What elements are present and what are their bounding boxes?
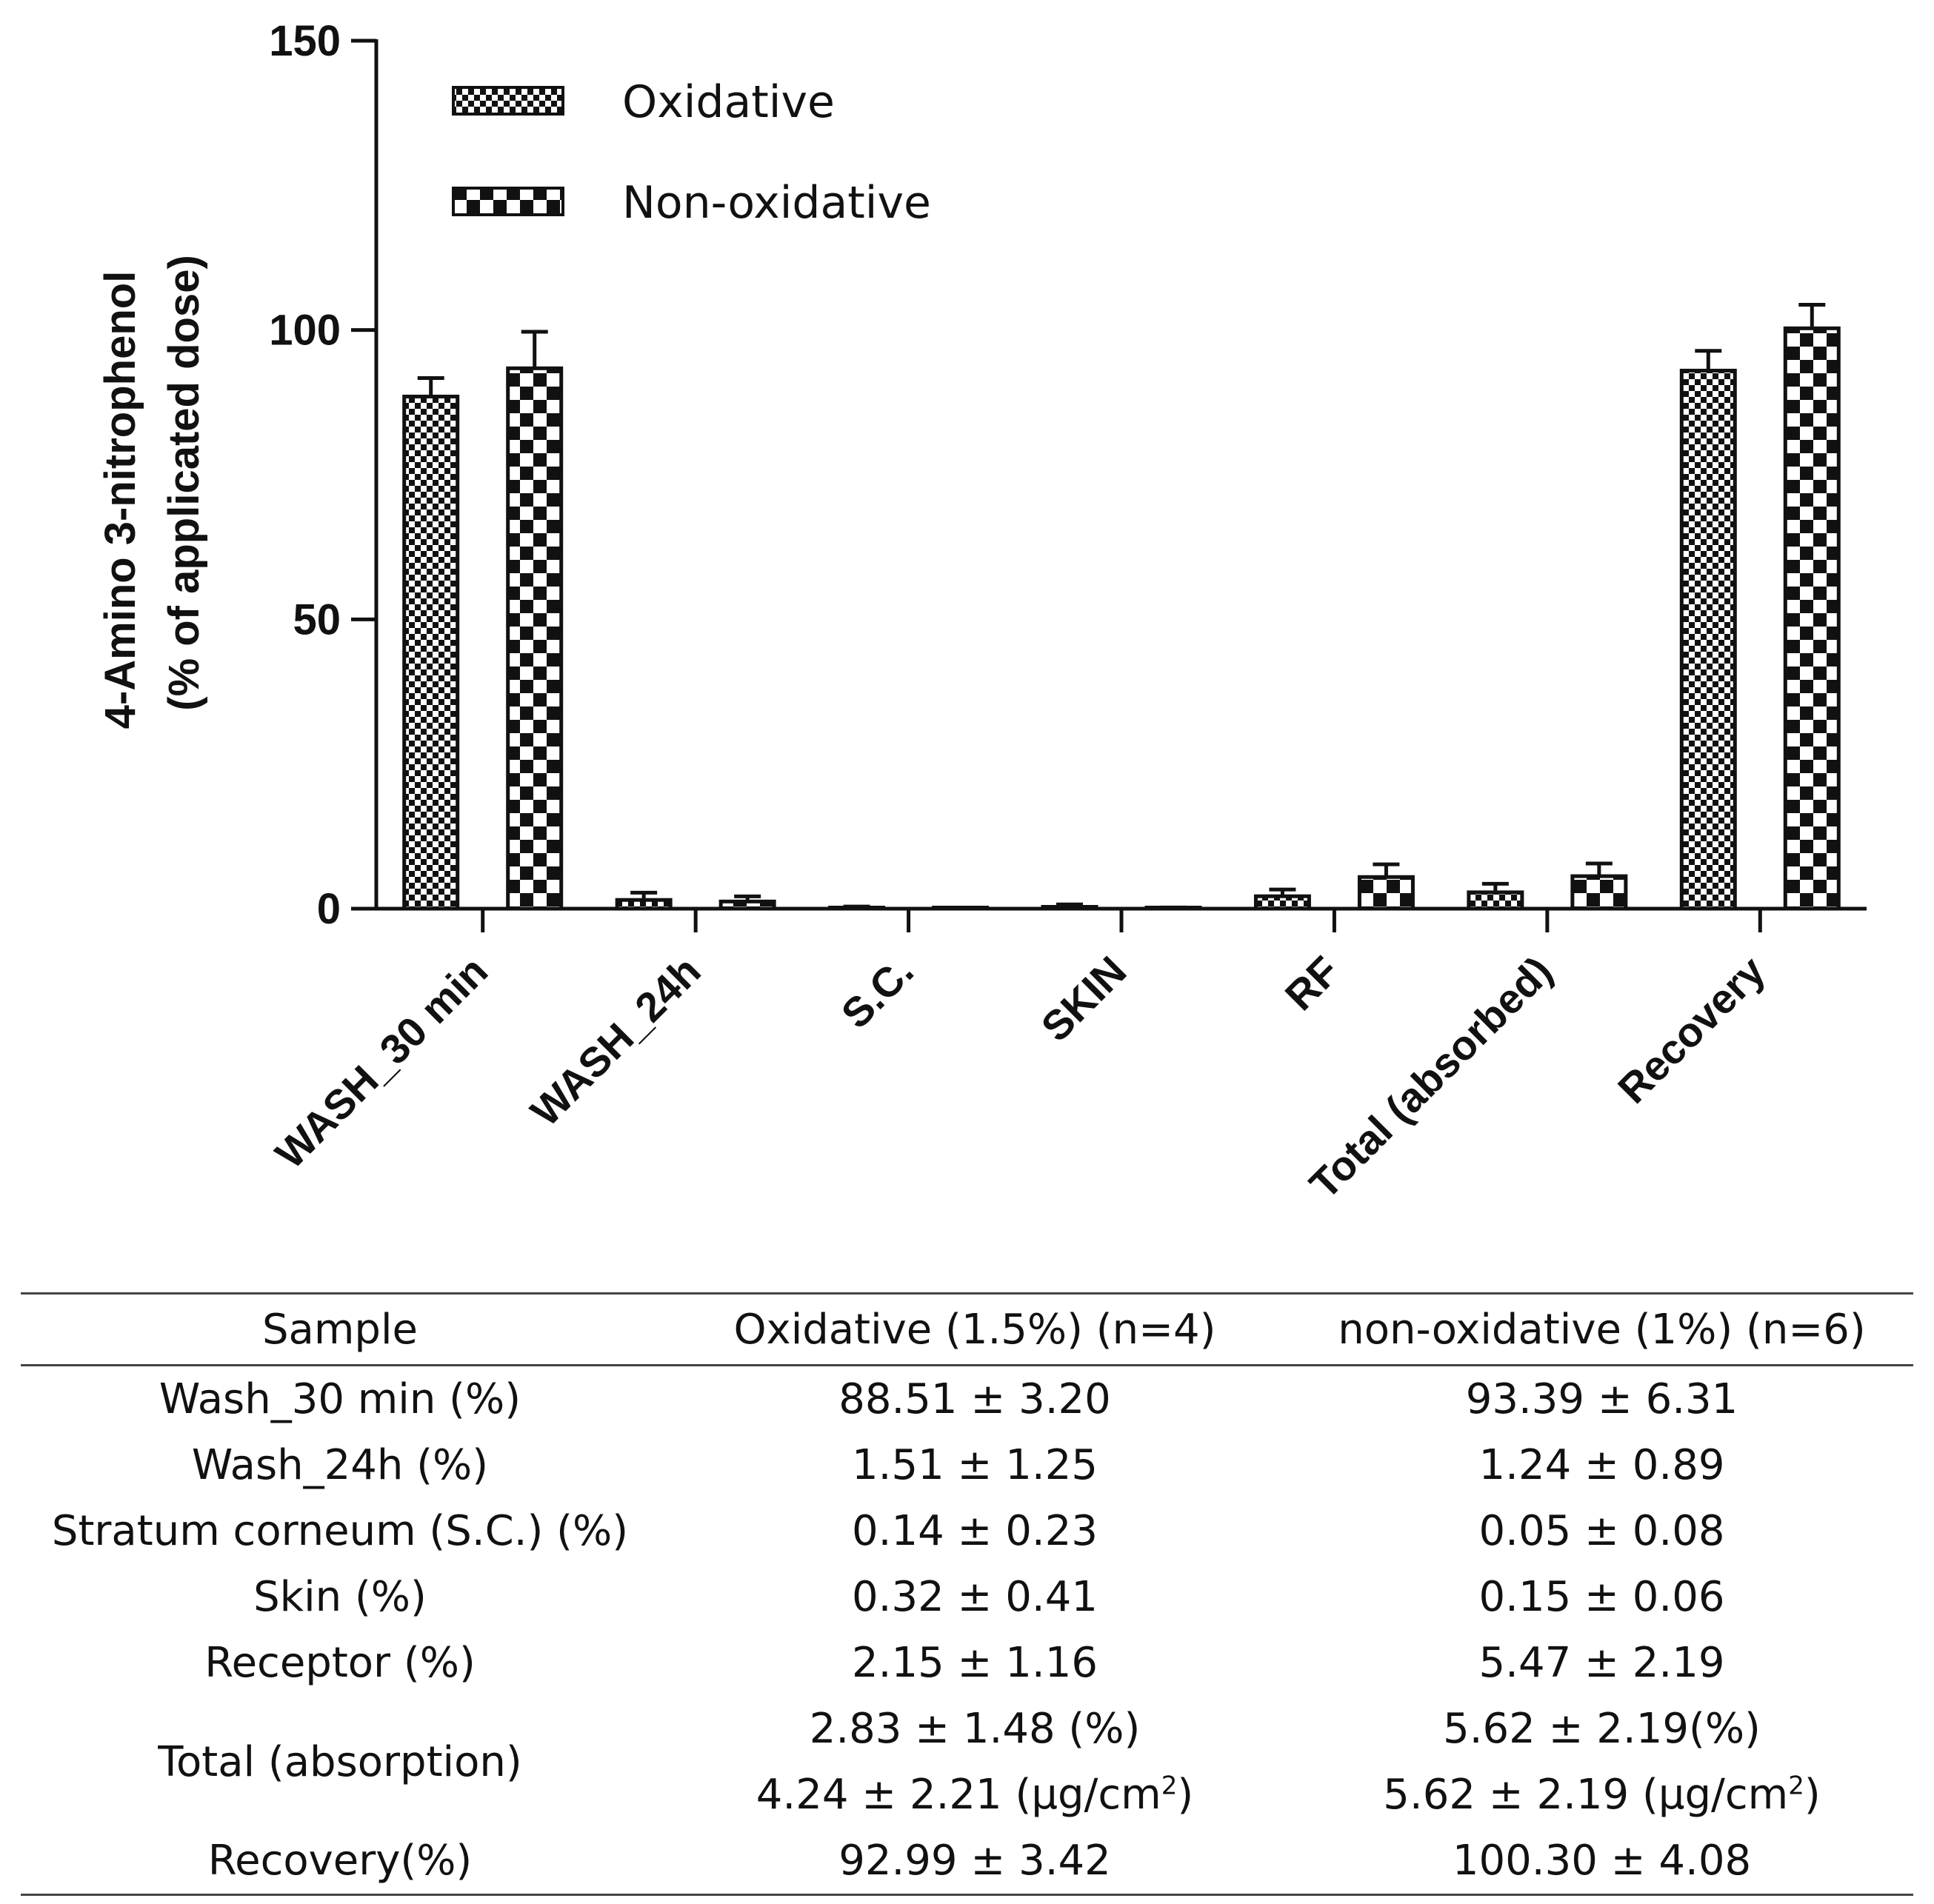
y-axis-label-line2: (% of applicated dose) [160, 255, 208, 711]
bar-oxidative [402, 394, 460, 911]
results-table: Sample Oxidative (1.5%) (n=4) non-oxidat… [21, 1292, 1913, 1896]
y-tick-label: 150 [269, 17, 341, 65]
row-label: Wash_24h (%) [191, 1441, 489, 1489]
bar-oxidative [1253, 894, 1311, 911]
non-oxidative-value: 100.30 ± 4.08 [1290, 1828, 1913, 1896]
legend-label-oxidative: Oxidative [622, 76, 835, 128]
table-row: Wash_30 min (%) 88.51 ± 3.20 93.39 ± 6.3… [21, 1366, 1913, 1433]
bar-non-oxidative [1570, 874, 1628, 911]
header-sample: Sample [21, 1292, 659, 1366]
table-row: Stratum corneum (S.C.) (%) 0.14 ± 0.23 0… [21, 1498, 1913, 1564]
x-category-label: S.C. [832, 947, 922, 1038]
total-non-oxidative-percent: 5.62 ± 2.19(%) [1443, 1705, 1761, 1753]
total-non-oxidative-mass: 5.62 ± 2.19 (μg/cm2) [1290, 1762, 1913, 1828]
oxidative-value: 92.99 ± 3.42 [659, 1828, 1290, 1896]
bar-oxidative [1467, 890, 1524, 911]
closing-paren: ) [1177, 1771, 1194, 1819]
bar-non-oxidative [506, 366, 564, 911]
table-row-total-mass: 4.24 ± 2.21 (μg/cm2) 5.62 ± 2.19 (μg/cm2… [21, 1762, 1913, 1828]
total-oxidative-mass-text: 4.24 ± 2.21 (μg/cm [756, 1771, 1161, 1819]
total-non-oxidative-mass-text: 5.62 ± 2.19 (μg/cm [1383, 1771, 1789, 1819]
superscript-2: 2 [1161, 1771, 1178, 1801]
table-row-total: Total (absorption) 2.83 ± 1.48 (%) 5.62 … [21, 1696, 1913, 1786]
table-row-recovery: Recovery(%) 92.99 ± 3.42 100.30 ± 4.08 [21, 1828, 1913, 1896]
non-oxidative-value: 1.24 ± 0.89 [1478, 1441, 1725, 1489]
bar-non-oxidative [718, 899, 776, 911]
non-oxidative-value: 93.39 ± 6.31 [1465, 1375, 1738, 1423]
oxidative-value: 2.15 ± 1.16 [852, 1639, 1098, 1687]
oxidative-value: 1.51 ± 1.25 [852, 1441, 1098, 1489]
non-oxidative-value: 5.47 ± 2.19 [1478, 1639, 1725, 1687]
legend: Oxidative Non-oxidative [452, 76, 931, 229]
table-row: Wash_24h (%) 1.51 ± 1.25 1.24 ± 0.89 [21, 1432, 1913, 1498]
total-oxidative-percent: 2.83 ± 1.48 (%) [809, 1705, 1141, 1753]
row-label: Receptor (%) [204, 1639, 476, 1687]
bar-non-oxidative [1783, 326, 1841, 911]
table-row: Skin (%) 0.32 ± 0.41 0.15 ± 0.06 [21, 1564, 1913, 1630]
bar-oxidative [1679, 368, 1737, 911]
oxidative-value: 0.32 ± 0.41 [852, 1573, 1098, 1621]
oxidative-value: 88.51 ± 3.20 [838, 1375, 1111, 1423]
y-axis-label-line1: 4-Amino 3-nitrophenol [96, 271, 144, 729]
row-label: Recovery(%) [21, 1828, 659, 1896]
non-oxidative-value: 0.05 ± 0.08 [1478, 1507, 1725, 1555]
non-oxidative-value: 0.15 ± 0.06 [1478, 1573, 1725, 1621]
row-label: Wash_30 min (%) [159, 1375, 521, 1423]
closing-paren: ) [1804, 1771, 1821, 1819]
total-label: Total (absorption) [158, 1737, 522, 1786]
legend-label-non-oxidative: Non-oxidative [622, 177, 931, 229]
bar-oxidative [615, 898, 673, 911]
superscript-2: 2 [1788, 1771, 1804, 1801]
y-tick-label: 50 [293, 595, 341, 644]
total-oxidative-mass: 4.24 ± 2.21 (μg/cm2) [659, 1762, 1290, 1828]
x-category-label: WASH_24h [521, 947, 710, 1135]
chart-bars [402, 302, 1841, 911]
x-category-label: RF [1276, 947, 1348, 1019]
legend-swatch-non-oxidative [452, 187, 564, 216]
header-non-oxidative: non-oxidative (1%) (n=6) [1290, 1292, 1913, 1366]
row-label: Skin (%) [253, 1573, 427, 1621]
legend-swatch-oxidative [452, 86, 564, 116]
x-category-label: Recovery [1609, 947, 1774, 1112]
bar-non-oxidative [1357, 875, 1415, 911]
y-tick-label: 0 [317, 885, 341, 933]
y-tick-label: 100 [269, 307, 341, 355]
x-category-label: WASH_30 min [266, 947, 496, 1178]
bar-oxidative [1041, 904, 1098, 911]
row-label: Stratum corneum (S.C.) (%) [51, 1507, 629, 1555]
header-oxidative: Oxidative (1.5%) (n=4) [659, 1292, 1290, 1366]
oxidative-value: 0.14 ± 0.23 [852, 1507, 1098, 1555]
table-row: Receptor (%) 2.15 ± 1.16 5.47 ± 2.19 [21, 1630, 1913, 1696]
x-category-label: SKIN [1032, 947, 1135, 1050]
